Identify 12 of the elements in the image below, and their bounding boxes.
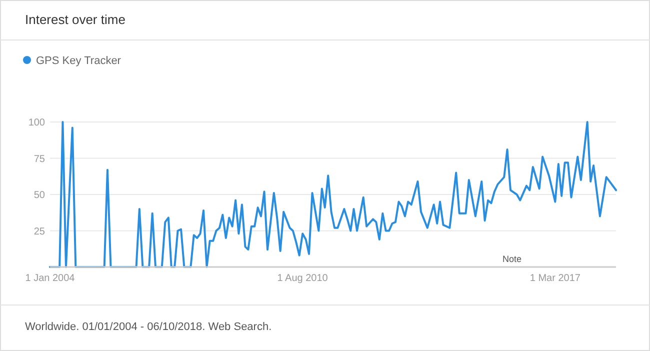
text: Worldwide. 01/01/2004 - 06/10/2018. Web Search.	[25, 321, 272, 333]
y-tick-label: 25	[34, 226, 46, 238]
x-tick-label: 1 Jan 2004	[25, 273, 76, 284]
chart-title: Interest over time	[25, 12, 126, 27]
annotation: Note	[502, 254, 522, 264]
y-tick-label: 75	[34, 154, 46, 165]
x-tick-label: 1 Mar 2017	[530, 273, 581, 284]
x-tick-label: 1 Aug 2010	[277, 273, 328, 284]
y-tick-label: 50	[34, 190, 46, 201]
line-series	[49, 121, 617, 268]
y-tick-label: 100	[28, 118, 46, 128]
legend-label: GPS Key Tracker	[36, 55, 122, 67]
